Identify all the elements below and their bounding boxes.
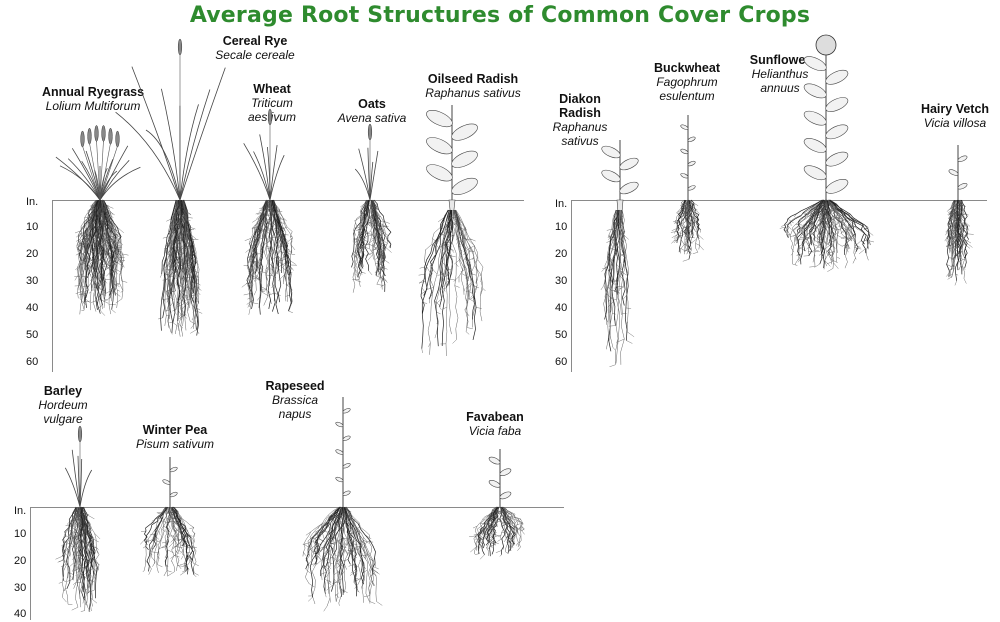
crop-name: Wheat	[253, 82, 291, 96]
crop-name: Oilseed Radish	[427, 72, 519, 86]
cereal-rye-shoot	[115, 38, 226, 201]
depth-unit-label: In.	[14, 505, 27, 517]
winter-pea-shoot	[162, 457, 178, 507]
depth-tick-label: 50	[26, 329, 39, 341]
depth-unit-label: In.	[555, 198, 568, 210]
crop-label-diakon-radish: Diakon Radish Raphanus sativus	[550, 92, 610, 148]
sunflower-head	[815, 34, 837, 56]
wheat-roots	[241, 199, 298, 315]
crop-scientific-name: esulentum	[659, 89, 715, 103]
rapeseed-shoot	[335, 397, 351, 507]
depth-tick-label: 40	[555, 302, 568, 314]
crop-name: Favabean	[466, 410, 524, 424]
buckwheat-roots	[670, 199, 704, 262]
crop-scientific-name: Helianthus	[751, 67, 809, 81]
favabean-roots	[469, 506, 525, 560]
depth-tick-label: 40	[14, 608, 27, 620]
annual-ryegrass-shoot	[55, 125, 141, 201]
crop-name: Radish	[559, 106, 601, 120]
depth-axis-line	[30, 507, 31, 620]
crop-name: Hairy Vetch	[920, 102, 990, 116]
oats-shoot	[354, 123, 379, 201]
sunflower-roots	[779, 199, 875, 272]
ground-line	[52, 200, 524, 201]
crop-label-hairy-vetch: Hairy Vetch Vicia villosa	[912, 102, 998, 130]
crop-name: Oats	[358, 97, 386, 111]
sunflower-shoot	[803, 50, 849, 200]
hairy-vetch-shoot	[948, 145, 968, 200]
depth-tick-label: 10	[555, 221, 568, 233]
diakon-radish-roots	[600, 209, 635, 367]
crop-scientific-name: Secale cereale	[215, 48, 295, 62]
page-title: Average Root Structures of Common Cover …	[189, 3, 811, 28]
ground-line	[571, 200, 987, 201]
buckwheat-shoot	[680, 115, 696, 200]
depth-unit-label: In.	[26, 196, 39, 208]
crop-label-buckwheat: Buckwheat Fagophrum esulentum	[642, 61, 732, 103]
crop-scientific-name: Vicia villosa	[923, 116, 987, 130]
depth-tick-label: 60	[26, 356, 39, 368]
crop-scientific-name: Raphanus sativus	[425, 86, 521, 100]
crop-name: Diakon	[559, 92, 601, 106]
wheat-shoot	[243, 108, 285, 201]
oats-roots	[351, 199, 392, 293]
crop-scientific-name: Brassica	[271, 393, 318, 407]
depth-tick-label: 40	[26, 302, 39, 314]
depth-axis-line	[571, 200, 572, 372]
crop-label-annual-ryegrass: Annual Ryegrass Lolium Multiforum	[18, 85, 168, 113]
hairy-vetch-roots	[944, 199, 974, 286]
depth-tick-label: 30	[555, 275, 568, 287]
depth-tick-label: 30	[26, 275, 39, 287]
crop-label-rapeseed: Rapeseed Brassica napus	[255, 379, 335, 421]
crop-name: Annual Ryegrass	[41, 85, 145, 99]
crop-name: Sunflower	[749, 53, 811, 67]
ground-line	[30, 507, 564, 508]
crop-scientific-name: Avena sativa	[337, 111, 407, 125]
cereal-rye-roots	[158, 199, 203, 337]
crop-scientific-name: vulgare	[43, 412, 83, 426]
crop-label-barley: Barley Hordeum vulgare	[28, 384, 98, 426]
crop-scientific-name: Raphanus	[552, 120, 608, 134]
annual-ryegrass-roots	[74, 199, 129, 316]
crop-scientific-name: napus	[278, 407, 312, 421]
crop-name: Winter Pea	[142, 423, 208, 437]
crop-scientific-name: Triticum	[251, 96, 293, 110]
rapeseed-roots	[302, 506, 383, 612]
winter-pea-roots	[140, 506, 199, 577]
oilseed-radish-roots	[418, 209, 486, 357]
crop-scientific-name: annuus	[760, 81, 800, 95]
crop-name: Rapeseed	[265, 379, 325, 393]
depth-tick-label: 20	[26, 248, 39, 260]
depth-tick-label: 30	[14, 582, 27, 594]
depth-tick-label: 20	[14, 555, 27, 567]
crop-label-winter-pea: Winter Pea Pisum sativum	[125, 423, 225, 451]
depth-axis-line	[52, 200, 53, 372]
crop-name: Buckwheat	[654, 61, 720, 75]
diakon-radish-shoot	[601, 140, 639, 200]
oilseed-radish-shoot	[426, 105, 478, 200]
barley-shoot	[64, 425, 93, 508]
barley-roots	[55, 506, 101, 612]
crop-scientific-name: Fagophrum	[656, 75, 718, 89]
crop-name: Cereal Rye	[222, 34, 288, 48]
crop-scientific-name: Lolium Multiforum	[45, 99, 141, 113]
crop-label-favabean: Favabean Vicia faba	[450, 410, 540, 438]
favabean-shoot	[488, 449, 512, 507]
crop-label-oats: Oats Avena sativa	[330, 97, 414, 125]
depth-tick-label: 20	[555, 248, 568, 260]
crop-label-oilseed-radish: Oilseed Radish Raphanus sativus	[410, 72, 536, 100]
crop-scientific-name: Vicia faba	[468, 424, 522, 438]
depth-tick-label: 60	[555, 356, 568, 368]
depth-tick-label: 50	[555, 329, 568, 341]
crop-label-sunflower: Sunflower Helianthus annuus	[738, 53, 822, 95]
crop-scientific-name: Pisum sativum	[135, 437, 215, 451]
crop-label-cereal-rye: Cereal Rye Secale cereale	[190, 34, 320, 62]
crop-scientific-name: Hordeum	[38, 398, 88, 412]
crop-name: Barley	[43, 384, 83, 398]
crop-scientific-name: sativus	[561, 134, 599, 148]
depth-tick-label: 10	[26, 221, 39, 233]
depth-tick-label: 10	[14, 528, 27, 540]
